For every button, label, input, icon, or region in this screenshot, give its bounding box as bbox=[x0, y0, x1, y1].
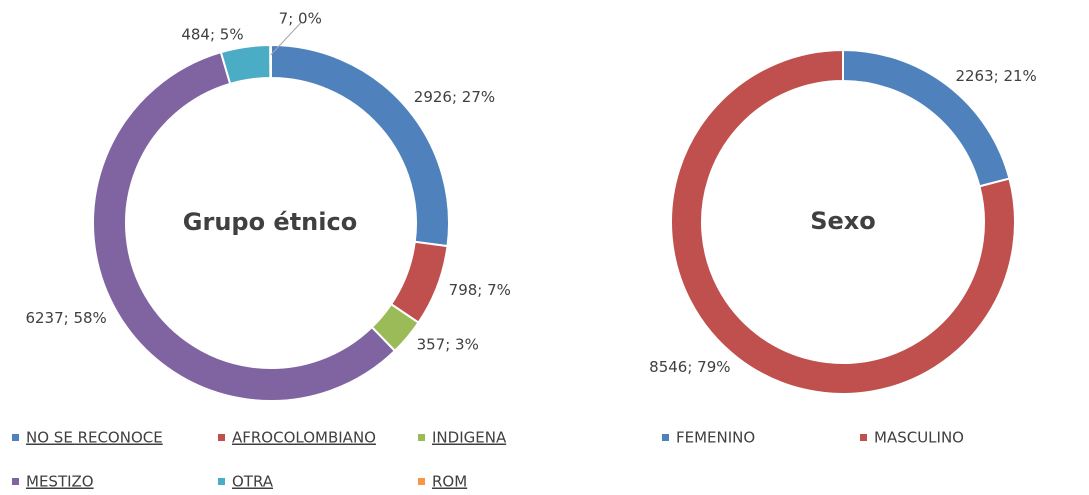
legend-swatch bbox=[12, 434, 19, 441]
legend-swatch bbox=[418, 434, 425, 441]
legend-label: AFROCOLOMBIANO bbox=[232, 429, 376, 447]
legend-label: INDIGENA bbox=[432, 429, 507, 447]
legend-swatch bbox=[860, 434, 867, 441]
data-label: 6237; 58% bbox=[25, 309, 106, 327]
legend-label: ROM bbox=[432, 473, 467, 491]
legend-swatch bbox=[218, 478, 225, 485]
legend-label: NO SE RECONOCE bbox=[26, 429, 163, 447]
data-label: 7; 0% bbox=[279, 10, 322, 28]
chart-title: Grupo étnico bbox=[183, 208, 357, 236]
data-label: 798; 7% bbox=[449, 281, 511, 299]
data-label: 2263; 21% bbox=[955, 67, 1036, 85]
donut-segment bbox=[219, 43, 272, 86]
leader-line bbox=[270, 22, 302, 56]
data-label: 2926; 27% bbox=[414, 88, 495, 106]
legend-label: OTRA bbox=[232, 473, 274, 491]
donut-segment bbox=[92, 50, 397, 402]
legend-swatch bbox=[418, 478, 425, 485]
donut-segment bbox=[669, 48, 1016, 395]
legend-label: MASCULINO bbox=[874, 429, 964, 447]
data-label: 484; 5% bbox=[181, 25, 243, 43]
data-label: 357; 3% bbox=[417, 336, 479, 354]
legend-swatch bbox=[218, 434, 225, 441]
donut-segment bbox=[269, 43, 272, 80]
legend-label: MESTIZO bbox=[26, 473, 94, 491]
legend-swatch bbox=[12, 478, 19, 485]
chart-title: Sexo bbox=[810, 207, 876, 235]
legend-swatch bbox=[662, 434, 669, 441]
legend-label: FEMENINO bbox=[676, 429, 755, 447]
data-label: 8546; 79% bbox=[649, 358, 730, 376]
